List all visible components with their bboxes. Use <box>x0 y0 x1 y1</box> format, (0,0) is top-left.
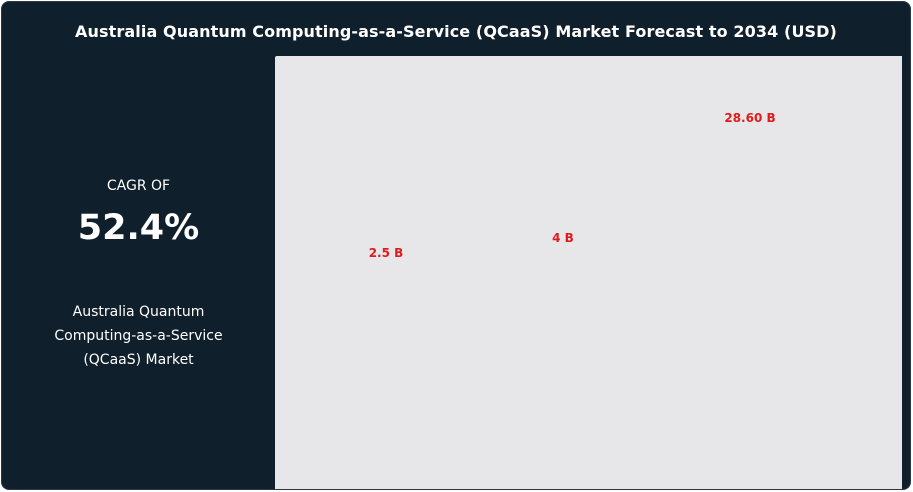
chart-title: Australia Quantum Computing-as-a-Service… <box>75 21 837 41</box>
data-label: 4 B <box>552 231 574 245</box>
plot-svg: 2.5 B 4 B 28.60 B <box>369 111 776 260</box>
data-label: 28.60 B <box>724 111 775 125</box>
plot-area: 2.5 B 4 B 28.60 B <box>275 56 902 489</box>
market-name: Australia Quantum Computing-as-a-Service… <box>54 304 223 368</box>
cagr-value: 52.4% <box>77 208 200 248</box>
data-label: 2.5 B <box>369 246 404 260</box>
cagr-label: CAGR OF <box>106 178 171 194</box>
cagr-panel: CAGR OF 52.4% Australia Quantum Computin… <box>2 60 275 489</box>
